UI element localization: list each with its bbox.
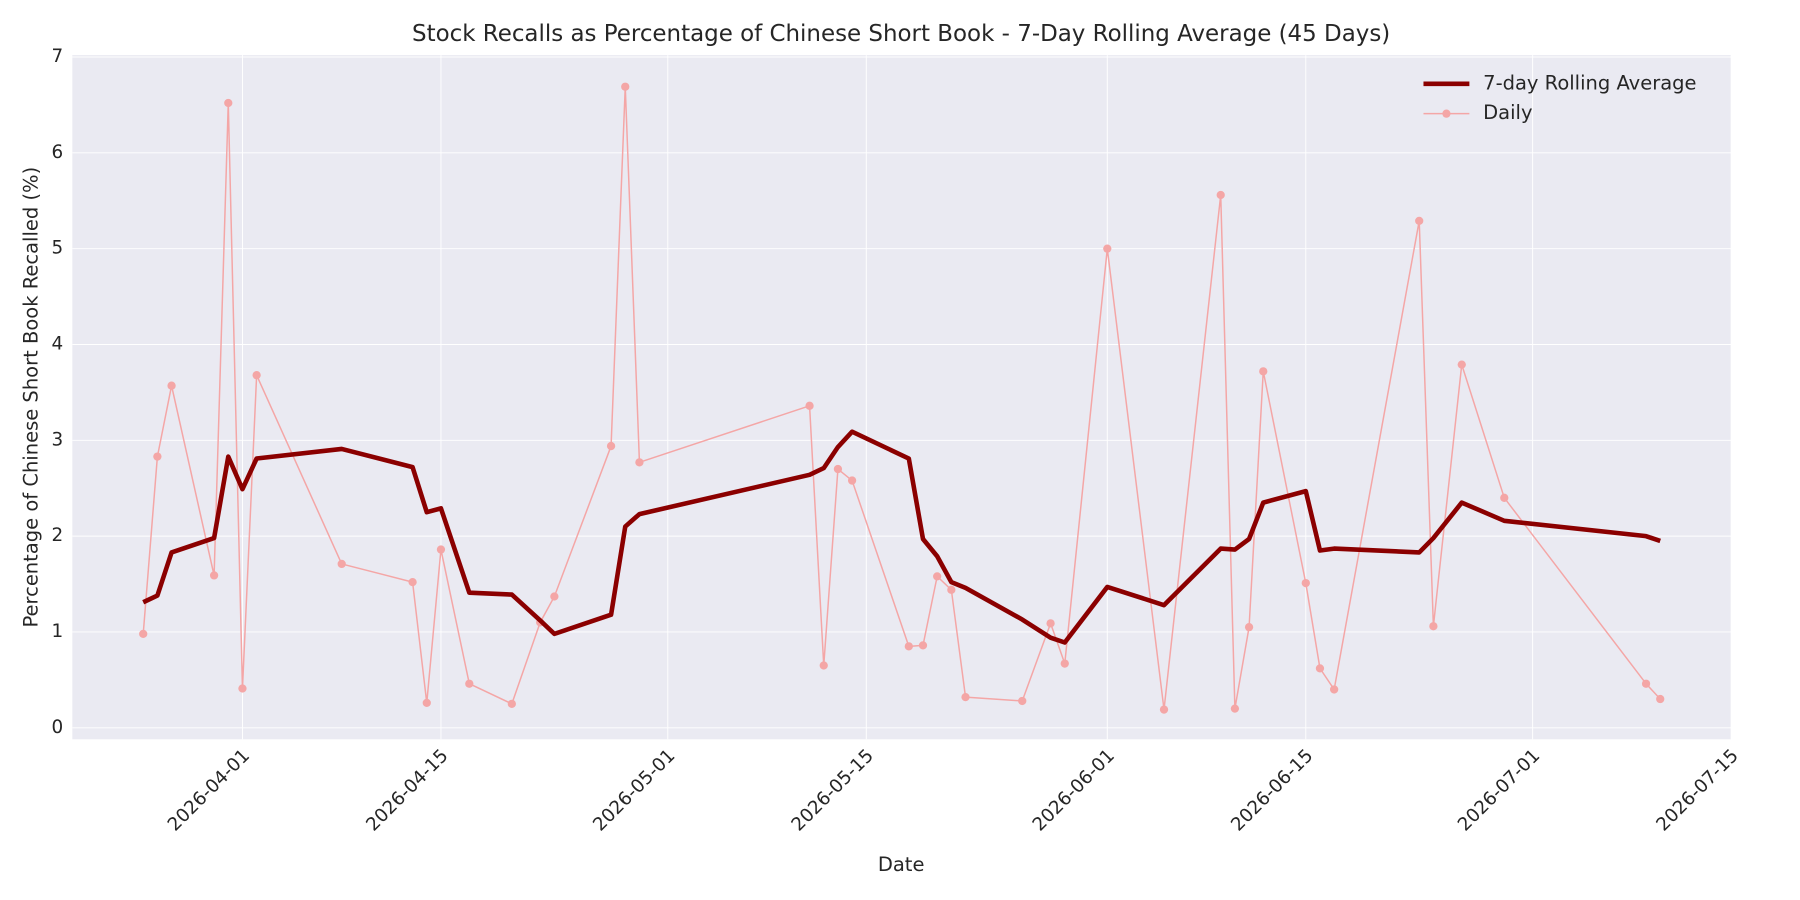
x-axis-label: Date — [878, 853, 925, 876]
x-tick-label: 2026-04-15 — [362, 745, 452, 835]
data-point — [1103, 244, 1112, 253]
legend-label: Daily — [1483, 101, 1532, 124]
data-point — [1330, 685, 1339, 694]
data-point — [1060, 659, 1069, 668]
data-point — [904, 642, 913, 651]
data-point — [209, 571, 219, 580]
y-axis-label: Percentage of Chinese Short Book Recalle… — [20, 167, 43, 628]
data-point — [238, 684, 247, 693]
y-tick-label: 5 — [51, 238, 63, 259]
series-line — [142, 429, 1661, 645]
data-point — [1641, 679, 1651, 688]
legend-marker — [1442, 109, 1451, 118]
data-point — [961, 692, 970, 702]
y-tick-label: 3 — [51, 429, 63, 450]
data-point — [1429, 622, 1438, 631]
data-point — [224, 98, 233, 108]
y-tick-label: 0 — [51, 717, 63, 738]
data-point — [1230, 704, 1240, 713]
data-point — [621, 82, 630, 91]
data-point — [252, 371, 261, 380]
data-point — [1656, 694, 1665, 704]
data-point — [167, 381, 176, 390]
data-point — [1415, 216, 1424, 226]
y-tick-label: 6 — [51, 142, 63, 163]
data-point — [805, 401, 814, 410]
data-point — [1315, 664, 1325, 673]
legend-label: 7-day Rolling Average — [1483, 71, 1696, 94]
x-tick-label: 2026-05-15 — [788, 745, 878, 835]
data-point — [606, 441, 616, 451]
data-point — [1244, 623, 1254, 632]
data-point — [1301, 578, 1310, 588]
marks — [139, 82, 1665, 714]
x-tick-label: 2026-06-15 — [1227, 745, 1317, 835]
chart-title: Stock Recalls as Percentage of Chinese S… — [412, 21, 1390, 47]
data-point — [947, 585, 956, 594]
data-point — [1216, 190, 1225, 200]
data-point — [1500, 493, 1509, 502]
data-point — [933, 572, 942, 581]
data-point — [1159, 705, 1169, 714]
data-point — [1457, 360, 1466, 369]
x-tick-label: 2026-05-01 — [589, 745, 679, 835]
y-tick-label: 7 — [51, 46, 63, 67]
data-point — [550, 592, 559, 601]
data-point — [507, 699, 516, 708]
y-tick-label: 2 — [51, 525, 63, 546]
data-point — [1259, 367, 1268, 376]
data-point — [436, 545, 446, 554]
data-point — [337, 559, 346, 569]
data-point — [918, 641, 928, 650]
data-point — [139, 629, 148, 639]
data-point — [1018, 696, 1027, 706]
x-tick-label: 2026-07-15 — [1652, 745, 1742, 835]
data-point — [1046, 619, 1055, 628]
grid — [72, 55, 1732, 740]
data-point — [465, 679, 474, 688]
y-tick-label: 1 — [51, 621, 63, 642]
data-point — [408, 578, 417, 587]
data-point — [153, 452, 162, 461]
x-tick-label: 2026-07-01 — [1454, 745, 1544, 835]
data-point — [819, 661, 828, 670]
plot-area — [72, 55, 1732, 740]
x-tick-label: 2026-06-01 — [1029, 745, 1119, 835]
data-point — [833, 464, 843, 474]
data-point — [635, 458, 644, 467]
data-point — [422, 698, 431, 708]
x-tick-label: 2026-04-01 — [164, 745, 254, 835]
data-point — [847, 476, 857, 485]
y-tick-label: 4 — [51, 333, 63, 354]
